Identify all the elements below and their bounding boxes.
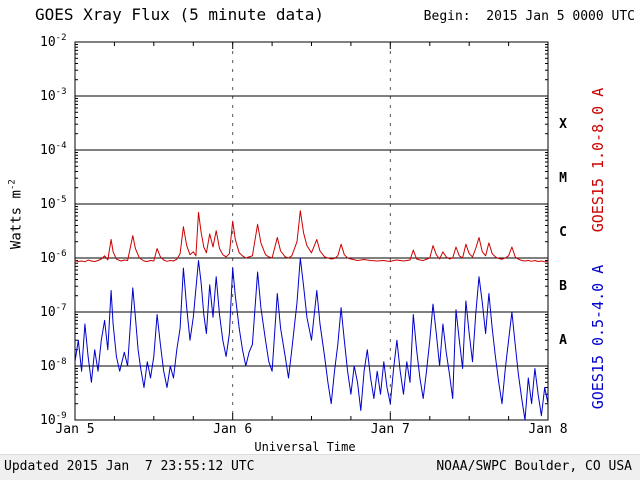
svg-text:10-2: 10-2 (40, 33, 67, 50)
updated-timestamp: Updated 2015 Jan 7 23:55:12 UTC (4, 459, 255, 474)
svg-text:C: C (559, 225, 567, 240)
svg-text:10-6: 10-6 (40, 249, 67, 266)
svg-text:Jan 7: Jan 7 (371, 422, 410, 437)
begin-timestamp: Begin: 2015 Jan 5 0000 UTC (423, 9, 635, 24)
footer-bar (0, 454, 640, 480)
y-axis-label: Watts m-2 (0, 179, 40, 283)
x-axis-label: Universal Time (254, 440, 356, 454)
svg-text:B: B (559, 279, 567, 294)
svg-text:M: M (559, 171, 567, 186)
series-label-short-channel: GOES15 0.5-4.0 A (589, 264, 607, 410)
chart-title: GOES Xray Flux (5 minute data) (35, 5, 324, 24)
svg-text:10-4: 10-4 (40, 141, 67, 158)
svg-text:10-3: 10-3 (40, 87, 67, 104)
svg-text:Jan 5: Jan 5 (55, 422, 94, 437)
y-axis-label-base: Watts m (8, 190, 25, 250)
svg-text:10-8: 10-8 (40, 357, 67, 374)
y-axis-label-exponent: -2 (7, 179, 18, 191)
svg-text:10-7: 10-7 (40, 303, 67, 320)
svg-text:Jan 6: Jan 6 (213, 422, 252, 437)
svg-text:X: X (559, 117, 567, 132)
credit-label: NOAA/SWPC Boulder, CO USA (436, 459, 632, 474)
series-label-long-channel: GOES15 1.0-8.0 A (589, 87, 607, 233)
svg-text:A: A (559, 333, 567, 348)
svg-text:10-5: 10-5 (40, 195, 67, 212)
svg-text:Jan 8: Jan 8 (528, 422, 567, 437)
